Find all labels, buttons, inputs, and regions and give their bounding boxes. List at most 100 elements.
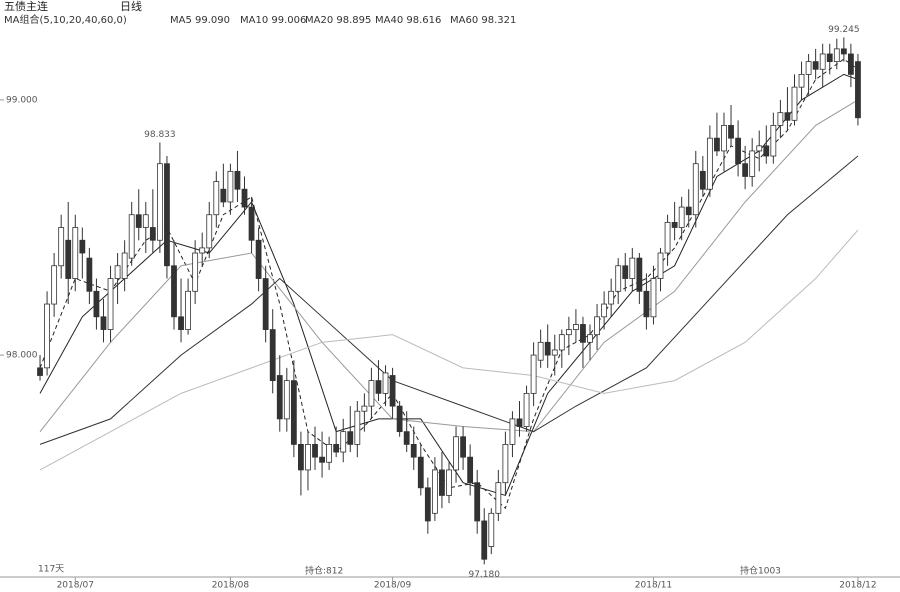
price-annotation: 98.833 [144, 130, 176, 140]
legend-entry: MA10 99.006 [240, 15, 306, 26]
candle-body [305, 444, 311, 471]
candle-body [417, 456, 424, 489]
candle-body [410, 444, 417, 458]
candle-body [213, 181, 220, 216]
price-annotation: 97.180 [468, 570, 500, 580]
candle-body [396, 405, 403, 433]
candle-body [156, 163, 163, 241]
ma-line [39, 155, 859, 445]
candle-body [58, 227, 65, 267]
candle-body [587, 334, 593, 343]
candle-body [488, 512, 495, 547]
x-tick-label: 2018/09 [374, 581, 412, 591]
bar-count: 117天 [38, 565, 64, 575]
candle-body [826, 53, 833, 63]
legend-entry: MA40 98.616 [375, 15, 441, 26]
candle-body [714, 137, 720, 152]
candle-body [403, 431, 410, 445]
candle-body [128, 214, 135, 259]
candle-body [777, 112, 784, 126]
candle-body [784, 112, 791, 121]
candle-body [756, 145, 763, 152]
candle-body [72, 227, 79, 279]
candle-body [86, 257, 93, 292]
candle-body [269, 329, 276, 382]
candle-body [276, 375, 283, 420]
candle-body [255, 239, 262, 279]
candle-body [446, 469, 452, 496]
candle-body [502, 444, 509, 484]
candle-body [847, 53, 854, 75]
candle-body [643, 290, 650, 318]
candle-body [699, 170, 706, 190]
candle-body [199, 247, 206, 254]
candle-body [481, 520, 488, 560]
candle-body [615, 265, 622, 292]
candle-body [855, 61, 861, 119]
candle-body [650, 278, 657, 318]
candle-body [382, 372, 389, 394]
candle-body [107, 278, 114, 330]
candle-body [326, 444, 333, 463]
candle-body [319, 456, 325, 463]
candle-body [283, 380, 290, 420]
candle-body [735, 137, 741, 165]
candle-body [347, 431, 354, 445]
candle-body [333, 444, 340, 453]
candle-body [467, 456, 474, 484]
candle-body [516, 418, 523, 427]
candle-body [678, 206, 685, 228]
x-tick-label: 2018/11 [635, 581, 672, 591]
x-tick-label: 2018/07 [57, 581, 94, 591]
candle-body [361, 405, 368, 412]
candle-body [474, 482, 481, 522]
candle-body [812, 61, 819, 70]
price-annotation: 99.245 [828, 25, 860, 35]
x-tick-label: 2018/08 [212, 581, 250, 591]
ma-line [39, 58, 859, 510]
candle-body [608, 290, 615, 305]
candle-body [65, 239, 72, 279]
candle-body [509, 418, 516, 445]
candle-body [354, 410, 361, 445]
candle-body [234, 170, 241, 190]
candle-body [721, 125, 727, 152]
candle-body [439, 469, 445, 496]
y-tick-label: 98.000 [6, 351, 38, 361]
open-interest: 持仓1003 [740, 565, 781, 577]
candle-body [185, 290, 191, 330]
candle-body [749, 150, 756, 177]
candle-body [135, 214, 142, 228]
candle-body [537, 341, 544, 361]
candle-body [530, 354, 537, 394]
candle-body [298, 444, 304, 471]
candle-body [312, 444, 318, 458]
candle-body [523, 392, 530, 427]
candle-body [241, 188, 248, 208]
candle-body [495, 482, 502, 514]
candle-body [706, 137, 713, 190]
period-selector[interactable]: 日线 [120, 0, 142, 13]
candle-body [149, 227, 156, 241]
candle-body [798, 73, 805, 88]
candle-body [728, 125, 734, 139]
candle-body [375, 380, 382, 394]
candle-body [833, 48, 840, 63]
candle-body [164, 163, 170, 267]
candle-body [93, 290, 100, 318]
candle-body [551, 349, 558, 356]
candle-body [544, 341, 551, 356]
candle-body [121, 252, 128, 279]
candle-body [142, 214, 149, 228]
candle-body [100, 316, 107, 330]
candle-body [262, 278, 269, 330]
candle-body [565, 329, 572, 336]
candle-body [622, 265, 629, 279]
candle-body [368, 380, 375, 407]
candle-body [685, 206, 692, 216]
candle-body [424, 487, 431, 522]
candle-body [192, 252, 199, 292]
candle-body [248, 206, 255, 241]
candle-body [453, 436, 459, 471]
ma-group: MA组合(5,10,20,40,60,0) [4, 13, 127, 26]
